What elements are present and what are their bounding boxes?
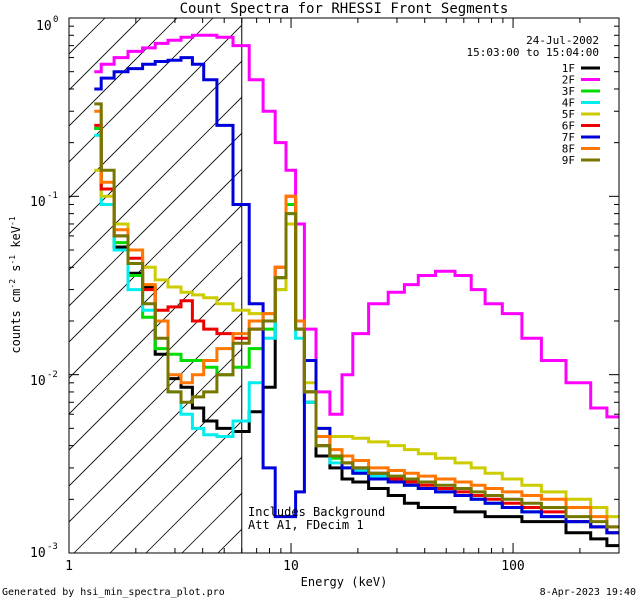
hatch-line (69, 204, 242, 379)
svg-text:-2: -2 (47, 370, 58, 380)
legend-label: 5F (562, 108, 575, 121)
attenuator-hatch-region (69, 18, 242, 553)
hatch-line (109, 420, 242, 553)
attenuator-annotation: Att A1, FDecim 1 (248, 518, 364, 532)
background-annotation: Includes Background (248, 505, 385, 519)
hatch-line (69, 132, 242, 307)
legend-label: 9F (562, 154, 575, 167)
y-tick-label: 10 -3 (30, 542, 58, 561)
hatch-line (73, 384, 242, 553)
legend-label: 1F (562, 62, 575, 75)
date-label: 24-Jul-2002 (526, 34, 599, 47)
hatch-line (69, 18, 178, 127)
y-axis-label: counts cm-2 s-1 keV-1 (8, 216, 23, 353)
hatch-line (69, 312, 242, 487)
hatch-line (145, 456, 242, 553)
svg-text:0: 0 (53, 15, 58, 25)
footer-timestamp: 8-Apr-2023 19:40 (540, 587, 636, 598)
x-axis-label: Energy (keV) (301, 575, 388, 589)
svg-text:10: 10 (30, 374, 46, 389)
x-tick-label: 100 (501, 559, 524, 574)
axis-ticks (68, 17, 620, 554)
svg-text:-3: -3 (47, 542, 58, 552)
hatch-line (69, 348, 242, 523)
svg-text:10: 10 (30, 546, 46, 561)
hatch-line (69, 24, 242, 199)
svg-text:counts cm-2 s-1 keV-1: counts cm-2 s-1 keV-1 (8, 216, 23, 353)
footer-generator: Generated by hsi_min_spectra_plot.pro (2, 587, 225, 598)
legend-label: 3F (562, 85, 575, 98)
legend-label: 6F (562, 120, 575, 133)
hatch-line (69, 168, 242, 343)
x-tick-label: 10 (283, 559, 299, 574)
x-tick-label: 1 (65, 559, 73, 574)
series-layer (94, 33, 619, 548)
y-tick-label: 10 -1 (30, 191, 58, 210)
svg-text:10: 10 (36, 19, 52, 34)
chart-title: Count Spectra for RHESSI Front Segments (180, 1, 509, 17)
legend-label: 7F (562, 131, 575, 144)
series-line-9F (94, 102, 619, 529)
plot-frame (68, 17, 620, 554)
legend-label: 2F (562, 74, 575, 87)
y-tick-label: 10 -2 (30, 370, 58, 389)
y-tick-label: 10 0 (36, 15, 58, 34)
time-range-label: 15:03:00 to 15:04:00 (467, 46, 599, 59)
svg-text:10: 10 (30, 195, 46, 210)
hatch-line (69, 96, 242, 271)
hatch-line (69, 276, 242, 451)
svg-text:-1: -1 (47, 191, 58, 201)
legend-label: 4F (562, 97, 575, 110)
legend-label: 8F (562, 143, 575, 156)
hatch-line (69, 60, 242, 235)
hatch-line (69, 240, 242, 415)
hatch-line (69, 18, 214, 163)
